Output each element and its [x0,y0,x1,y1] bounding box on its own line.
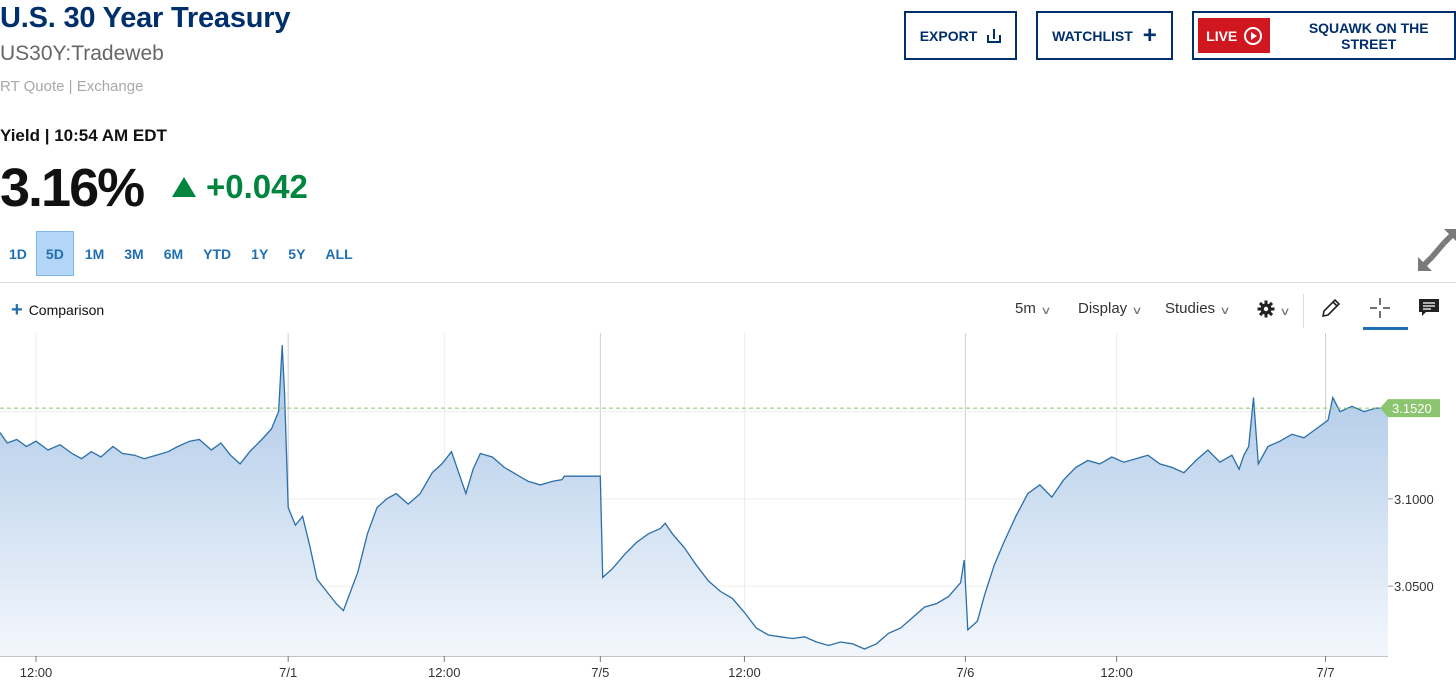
range-tab-ytd[interactable]: YTD [203,245,232,262]
live-badge: LIVE [1198,18,1271,53]
x-tick-label: 7/1 [279,665,297,680]
y-tick-label: 3.1000 [1394,492,1434,507]
live-squawk-button[interactable]: LIVE SQUAWK ON THE STREET [1192,11,1456,60]
comparison-label: Comparison [28,302,105,318]
page-title: U.S. 30 Year Treasury [0,2,291,34]
range-tab-all[interactable]: ALL [325,245,353,262]
export-button[interactable]: EXPORT [904,11,1017,60]
toolbar-separator [1303,294,1304,328]
chevron-down-icon: ∨ [1279,305,1291,318]
x-tick-label: 7/5 [591,665,609,680]
yield-line [0,345,1388,650]
live-label: LIVE [1206,27,1238,44]
display-menu[interactable]: Display ∨ [1078,300,1143,317]
price-value: 3.16% [0,158,145,218]
range-tab-5y[interactable]: 5Y [288,245,306,262]
interval-select[interactable]: 5m ∨ [1015,300,1052,317]
expand-icon[interactable] [1418,229,1456,271]
triangle-up-icon [172,177,196,197]
studies-menu[interactable]: Studies ∨ [1165,300,1231,317]
squawk-label: SQUAWK ON THE STREET [1308,19,1429,52]
play-circle-icon [1244,26,1263,45]
yield-timestamp: Yield | 10:54 AM EDT [0,126,167,145]
x-axis: 12:00 7/1 12:00 7/5 12:00 7/6 12:00 7/7 [20,656,1335,680]
range-tab-1m[interactable]: 1M [84,245,105,262]
current-value-tag [1380,399,1440,418]
upload-icon [987,28,1002,43]
x-tick-label: 12:00 [728,665,761,680]
symbol-label: US30Y:Tradeweb [0,42,164,65]
range-tab-3m[interactable]: 3M [124,245,144,262]
x-tick-label: 12:00 [1100,665,1133,680]
x-tick-label: 12:00 [428,665,461,680]
x-tick-label: 12:00 [20,665,53,680]
plus-icon: + [1142,21,1157,49]
price-change: +0.042 [172,168,308,206]
pencil-icon[interactable] [1319,296,1343,320]
range-tab-1y[interactable]: 1Y [251,245,269,262]
comment-icon[interactable] [1417,296,1441,320]
chevron-down-icon: ∨ [1040,305,1052,317]
chevron-down-icon: ∨ [1131,305,1143,317]
watchlist-button[interactable]: WATCHLIST + [1036,11,1173,60]
toolbar-divider [0,282,1456,283]
comparison-button[interactable]: + Comparison [11,299,105,321]
range-tab-6m[interactable]: 6M [163,245,184,262]
export-label: EXPORT [919,27,978,44]
range-tabs: 1D 5D 1M 3M 6M YTD 1Y 5Y ALL [0,231,362,276]
change-value: +0.042 [206,168,308,205]
chevron-down-icon: ∨ [1219,305,1231,317]
crosshair-icon[interactable] [1368,296,1392,320]
range-tab-1d[interactable]: 1D [9,245,27,262]
yield-area [0,345,1388,656]
interval-label: 5m [1015,300,1036,317]
display-label: Display [1078,300,1128,317]
settings-menu[interactable]: ∨ [1257,300,1291,318]
y-tick-label: 3.0500 [1394,579,1434,594]
y-axis: 3.1000 3.0500 [1388,492,1434,594]
gear-icon [1257,300,1275,318]
current-value-text: 3.1520 [1392,401,1432,416]
quote-source: RT Quote | Exchange [0,78,144,95]
range-tab-5d[interactable]: 5D [35,231,74,276]
studies-label: Studies [1165,300,1216,317]
current-value-label: 3.1520 [1380,399,1440,418]
plus-icon: + [11,299,23,321]
crosshair-active-indicator [1363,327,1408,330]
x-tick-label: 7/7 [1317,665,1335,680]
x-tick-label: 7/6 [956,665,974,680]
watchlist-label: WATCHLIST [1052,27,1133,44]
